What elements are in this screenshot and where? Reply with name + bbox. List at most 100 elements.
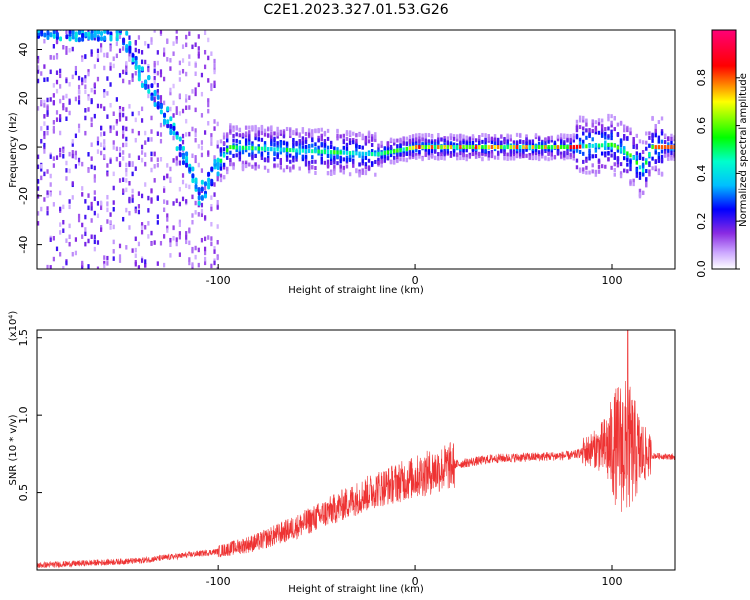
spectrogram-cell <box>550 156 553 161</box>
spectrogram-cell <box>418 150 421 155</box>
spectrogram-cell <box>197 46 200 51</box>
spectrogram-cell <box>219 163 223 168</box>
spectrogram-cell <box>500 141 503 146</box>
spectrogram-cell <box>128 181 131 186</box>
spectrogram-cell <box>194 184 198 190</box>
spectrogram-cell <box>320 137 323 142</box>
spectrogram-cell <box>619 120 623 125</box>
spectrogram-cell <box>156 89 159 94</box>
spectrogram-cell <box>103 21 106 26</box>
spectrogram-cell <box>629 127 632 132</box>
spectrogram-cell <box>594 154 598 159</box>
spectrogram-cell <box>140 229 144 235</box>
spectrogram-cell <box>109 82 112 87</box>
spectrogram-cell <box>433 142 437 147</box>
spectrogram-cell <box>40 30 44 35</box>
spectrogram-cell <box>670 136 673 141</box>
spectrogram-cell <box>144 152 147 157</box>
spectrogram-cell <box>65 168 68 173</box>
spectrogram-cell <box>203 256 207 262</box>
spectrogram-cell <box>582 139 585 144</box>
spectrogram-cell <box>191 213 194 218</box>
spectrogram-cell <box>285 126 289 131</box>
spectrogram-cell <box>188 61 191 66</box>
spectrogram-cell <box>585 170 588 175</box>
spectrogram-cell <box>71 74 74 80</box>
spectrogram-cell <box>667 136 670 141</box>
spectrogram-cell <box>175 110 178 115</box>
spectrogram-cell <box>185 151 189 157</box>
spectrogram-cell <box>512 150 516 155</box>
spectrogram-cell <box>112 140 115 145</box>
spectrogram-cell <box>446 136 449 141</box>
spectrogram-cell <box>181 145 185 151</box>
spectrogram-cell <box>210 178 214 184</box>
spectrogram-cell <box>113 19 116 24</box>
spectrogram-cell <box>295 157 298 162</box>
spectrogram-cell <box>600 143 604 148</box>
spectrogram-cell <box>122 177 125 182</box>
spectrogram-cell <box>326 170 330 175</box>
spectrogram-cell <box>140 82 144 88</box>
spectrogram-cell <box>389 153 393 158</box>
spectrogram-cell <box>52 44 55 49</box>
spectrogram-cell <box>72 22 75 27</box>
spectrogram-cell <box>670 150 673 155</box>
spectrogram-cell <box>90 52 93 57</box>
spectrogram-cell <box>200 168 204 173</box>
spectrogram-cell <box>49 32 53 38</box>
spectrogram-cell <box>131 194 134 199</box>
spectrogram-cell <box>493 145 497 150</box>
spectrogram-cell <box>68 36 72 42</box>
spectrogram-cell <box>295 142 298 147</box>
spectrogram-cell <box>153 75 156 81</box>
spectrogram-cell <box>185 183 188 189</box>
spectrogram-cell <box>623 168 626 173</box>
spectrogram-cell <box>109 62 112 67</box>
spectrogram-cell <box>604 127 607 132</box>
spectrogram-cell <box>411 152 415 157</box>
spectrogram-cell <box>462 134 465 139</box>
spectrogram-cell <box>496 137 500 142</box>
spectrogram-cell <box>626 155 629 160</box>
spectrogram-cell <box>37 194 40 199</box>
spectrogram-cell <box>106 255 109 261</box>
spectrogram-cell <box>345 136 349 141</box>
spectrogram-cell <box>46 169 49 174</box>
spectrogram-cell <box>159 157 163 162</box>
spectrogram-cell <box>52 163 55 168</box>
spectrogram-cell <box>342 170 346 175</box>
colorbar-tick-label: 0.4 <box>695 165 708 183</box>
spectrogram-ytick-label: 0 <box>17 144 30 151</box>
spectrogram-cell <box>361 156 364 161</box>
spectrogram-cell <box>216 239 219 245</box>
spectrogram-cell <box>93 210 96 216</box>
spectrogram-cell <box>147 88 151 94</box>
spectrogram-cell <box>134 47 137 53</box>
spectrogram-cell <box>131 128 134 134</box>
spectrogram-cell <box>320 156 323 161</box>
spectrogram-cell <box>370 152 374 157</box>
spectrogram-cell <box>531 139 535 144</box>
spectrogram-cell <box>55 117 59 122</box>
spectrogram-cell <box>285 157 289 162</box>
spectrogram-cell <box>525 137 528 142</box>
spectrogram-cell <box>304 158 308 163</box>
spectrogram-cell <box>358 132 361 137</box>
spectrogram-cell <box>147 43 150 49</box>
spectrogram-cell <box>128 196 131 202</box>
spectrogram-cell <box>188 95 191 100</box>
spectrogram-cell <box>279 145 282 150</box>
spectrogram-cell <box>638 188 642 193</box>
spectrogram-cell <box>122 106 125 112</box>
spectrogram-cell <box>137 191 141 196</box>
spectrogram-cell <box>178 60 181 66</box>
spectrogram-cell <box>462 145 465 150</box>
spectrogram-cell <box>68 151 71 157</box>
spectrogram-cell <box>519 145 522 150</box>
spectrogram-cell <box>200 186 204 192</box>
spectrogram-cell <box>62 105 65 111</box>
spectrogram-cell <box>632 140 635 145</box>
spectrogram-cell <box>623 134 626 139</box>
spectrogram-cell <box>235 145 238 150</box>
